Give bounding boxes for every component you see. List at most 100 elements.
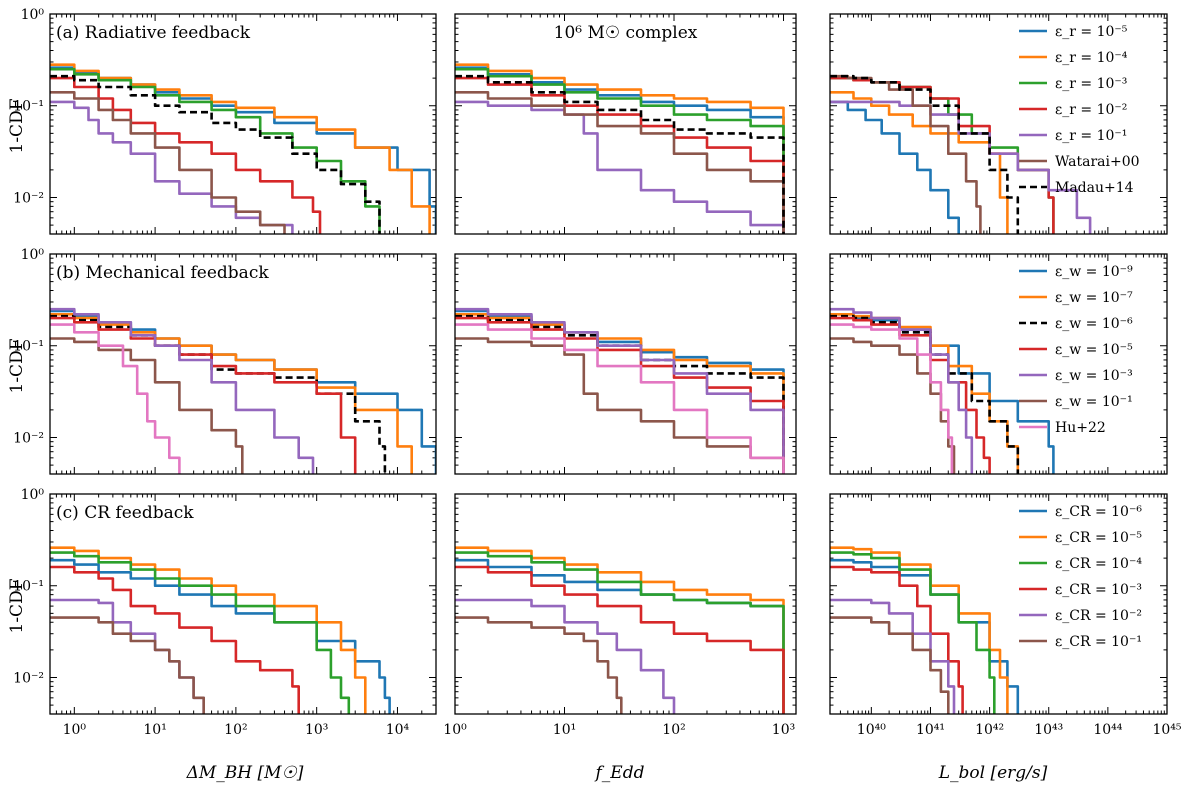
legend-label: ε_w = 10⁻¹ — [1055, 394, 1133, 410]
x-axis-label-col-1: ΔM_BH [M☉] — [186, 763, 304, 783]
panel-title: (a) Radiative feedback — [56, 23, 251, 43]
x-tick-label: 10¹ — [553, 722, 576, 738]
series-line — [830, 313, 1020, 474]
y-tick-label: 10⁻¹ — [13, 339, 44, 355]
series-line — [455, 337, 785, 474]
axes-frame — [829, 493, 1168, 715]
legend-label: ε_r = 10⁻⁵ — [1055, 24, 1128, 40]
x-tick-label: 10⁴² — [975, 722, 1004, 738]
panel-title: (b) Mechanical feedback — [56, 263, 269, 283]
y-tick-label: 10⁰ — [21, 487, 45, 503]
series-group — [830, 307, 1055, 474]
axes-frame — [49, 253, 437, 475]
legend-label: ε_w = 10⁻³ — [1055, 368, 1133, 384]
legend-label: ε_r = 10⁻³ — [1055, 76, 1127, 92]
series-line — [455, 616, 623, 714]
series-line — [455, 66, 785, 234]
series-line — [455, 76, 785, 234]
series-line — [50, 337, 244, 474]
series-line — [50, 66, 436, 234]
panels: 10⁻² 10⁻¹ 10⁰ (a) Radiative feedback 10⁶ M☉ … — [13, 7, 1182, 738]
legend-label: ε_w = 10⁻⁵ — [1055, 342, 1133, 358]
series-line — [50, 100, 294, 234]
series-line — [50, 316, 357, 474]
series-line — [50, 91, 286, 234]
y-axis-label-row-3: 1-CDF — [7, 578, 27, 633]
series-line — [830, 74, 982, 234]
y-axis-label: 1-CDF — [7, 338, 27, 393]
series-line — [830, 74, 1020, 234]
axes-frame — [829, 253, 1168, 475]
legend-label: ε_w = 10⁻⁹ — [1055, 264, 1133, 280]
legend-label: Hu+22 — [1055, 420, 1106, 436]
axes-frame — [829, 13, 1168, 235]
x-tick-label: 10⁴⁵ — [1152, 722, 1181, 738]
x-axis-label-col-2: f_Edd — [594, 763, 645, 783]
panel-4: 10⁻² 10⁻¹ 10⁰ (b) Mechanical feedback — [13, 247, 437, 475]
legend-label: ε_CR = 10⁻¹ — [1055, 634, 1142, 650]
series-group — [50, 307, 436, 474]
series-group — [455, 307, 785, 474]
legend-label: ε_CR = 10⁻³ — [1055, 582, 1142, 598]
legend: ε_CR = 10⁻⁶ ε_CR = 10⁻⁵ ε_CR = 10⁻⁴ ε_CR = … — [1019, 504, 1142, 650]
panel-title: (c) CR feedback — [56, 503, 194, 523]
panel-6: ε_w = 10⁻⁹ ε_w = 10⁻⁷ ε_w = 10⁻⁶ ε_w = 10⁻⁵… — [829, 253, 1168, 475]
series-line — [50, 323, 181, 474]
legend-label: ε_CR = 10⁻⁴ — [1055, 556, 1142, 572]
axes-frame — [454, 13, 797, 235]
legend-label: ε_r = 10⁻⁴ — [1055, 50, 1128, 66]
series-group — [455, 63, 785, 234]
series-line — [455, 558, 785, 714]
x-tick-label: 10² — [662, 722, 685, 738]
axes-frame — [49, 13, 437, 235]
axes-frame — [49, 493, 437, 715]
panel-title: 10⁶ M☉ complex — [554, 23, 698, 43]
series-line — [830, 598, 956, 714]
series-line — [830, 100, 960, 234]
series-line — [830, 616, 950, 714]
legend-label: ε_CR = 10⁻⁶ — [1055, 504, 1142, 520]
series-line — [50, 565, 300, 714]
series-line — [50, 74, 381, 234]
x-axis-label-col-3: L_bol [erg/s] — [938, 763, 1048, 783]
y-axis-label: 1-CDF — [7, 578, 27, 633]
y-tick-label: 10⁻¹ — [13, 99, 44, 115]
series-line — [830, 100, 1092, 234]
y-axis-label: 1-CDF — [7, 98, 27, 153]
series-group — [50, 546, 391, 714]
legend-label: Madau+14 — [1055, 180, 1134, 196]
legend-label: ε_w = 10⁻⁷ — [1055, 290, 1133, 306]
axes-frame — [454, 253, 797, 475]
series-group — [830, 546, 1020, 714]
series-line — [455, 314, 785, 474]
series-line — [455, 323, 785, 474]
axes-frame — [454, 493, 797, 715]
x-tick-label: 10⁴⁰ — [857, 722, 886, 738]
legend-label: ε_r = 10⁻¹ — [1055, 128, 1127, 144]
legend-label: ε_CR = 10⁻⁵ — [1055, 530, 1142, 546]
x-tick-label: 10¹ — [143, 722, 166, 738]
x-tick-label: 10⁴ — [386, 722, 410, 738]
series-group — [455, 546, 785, 714]
panel-7: 10⁻² 10⁻¹ 10⁰ 10⁰ 10¹ 10² 10³ 10⁴ (c) CR feedbac… — [13, 487, 437, 738]
series-line — [455, 546, 785, 714]
legend-label: ε_w = 10⁻⁶ — [1055, 316, 1133, 332]
x-tick-label: 10⁰ — [443, 722, 467, 738]
series-line — [455, 91, 785, 234]
series-group — [50, 63, 436, 234]
series-line — [455, 307, 785, 474]
series-line — [830, 307, 974, 474]
legend: ε_w = 10⁻⁹ ε_w = 10⁻⁷ ε_w = 10⁻⁶ ε_w = 10⁻⁵… — [1019, 264, 1133, 436]
panel-5 — [454, 253, 797, 475]
x-tick-label: 10⁴³ — [1034, 722, 1063, 738]
series-line — [50, 314, 387, 474]
panel-1: 10⁻² 10⁻¹ 10⁰ (a) Radiative feedback — [13, 7, 437, 235]
series-group — [830, 74, 1092, 234]
legend-label: Watarai+00 — [1055, 154, 1140, 170]
series-line — [830, 551, 996, 714]
y-tick-label: 10⁻² — [13, 430, 44, 446]
series-line — [830, 323, 954, 474]
legend-label: ε_CR = 10⁻² — [1055, 608, 1142, 624]
x-axis-label: f_Edd — [594, 763, 645, 783]
series-line — [50, 616, 205, 714]
